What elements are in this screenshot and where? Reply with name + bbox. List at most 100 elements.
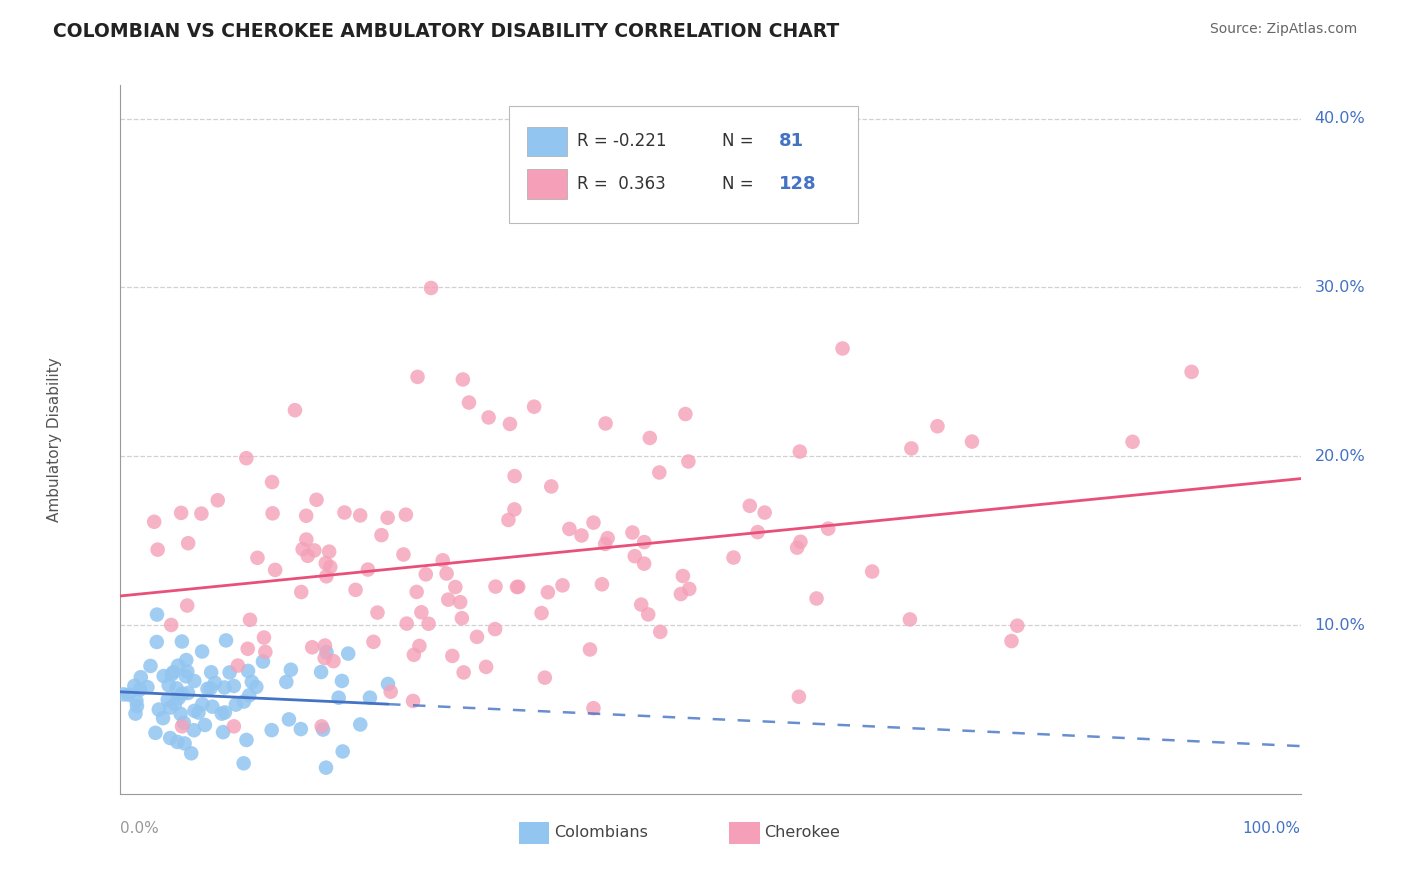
Point	[344, 582, 367, 597]
Point	[290, 722, 312, 736]
Text: 81: 81	[779, 133, 804, 151]
Point	[380, 684, 402, 698]
Text: N =: N =	[721, 133, 754, 151]
Point	[1000, 634, 1022, 648]
Point	[571, 528, 593, 542]
Point	[170, 719, 193, 733]
Point	[194, 718, 217, 732]
Point	[215, 633, 238, 648]
Point	[315, 556, 337, 570]
Point	[817, 522, 839, 536]
Point	[311, 719, 333, 733]
Point	[669, 587, 692, 601]
Point	[449, 595, 471, 609]
Point	[503, 502, 526, 516]
Point	[506, 580, 529, 594]
Point	[239, 613, 262, 627]
Text: 128: 128	[779, 175, 815, 193]
Point	[152, 669, 174, 683]
Point	[176, 665, 198, 679]
Point	[633, 557, 655, 571]
Point	[582, 701, 605, 715]
Point	[593, 537, 616, 551]
Point	[478, 410, 501, 425]
Point	[124, 679, 146, 693]
Point	[162, 665, 184, 680]
Point	[172, 687, 194, 701]
Point	[152, 711, 174, 725]
Point	[235, 451, 257, 466]
Point	[411, 605, 433, 619]
Point	[738, 499, 761, 513]
Point	[484, 622, 506, 636]
Point	[437, 592, 460, 607]
Point	[225, 698, 247, 712]
Point	[174, 669, 197, 683]
Point	[508, 580, 530, 594]
Point	[284, 403, 307, 417]
Point	[630, 598, 652, 612]
Point	[235, 733, 257, 747]
Point	[673, 407, 696, 421]
Text: 20.0%: 20.0%	[1315, 449, 1365, 464]
Point	[253, 631, 276, 645]
Point	[960, 434, 983, 449]
Point	[503, 469, 526, 483]
Point	[295, 533, 318, 547]
Point	[145, 635, 167, 649]
Point	[197, 681, 219, 696]
Point	[465, 630, 488, 644]
FancyBboxPatch shape	[509, 106, 858, 223]
Point	[436, 566, 458, 581]
Text: 0.0%: 0.0%	[120, 821, 159, 836]
Text: 30.0%: 30.0%	[1315, 280, 1365, 295]
Point	[180, 747, 202, 761]
Point	[349, 508, 371, 523]
Point	[405, 585, 427, 599]
Text: Source: ZipAtlas.com: Source: ZipAtlas.com	[1209, 22, 1357, 37]
Point	[831, 342, 853, 356]
Point	[160, 667, 183, 681]
Point	[143, 515, 166, 529]
Point	[648, 466, 671, 480]
Point	[222, 679, 245, 693]
Point	[214, 706, 236, 720]
Point	[499, 417, 522, 431]
Point	[125, 699, 148, 714]
Point	[395, 616, 418, 631]
Point	[166, 681, 188, 696]
Point	[475, 660, 498, 674]
Point	[330, 673, 353, 688]
Point	[146, 542, 169, 557]
Point	[240, 674, 263, 689]
Point	[789, 444, 811, 458]
Point	[530, 606, 553, 620]
Point	[314, 651, 336, 665]
Point	[900, 442, 922, 456]
Point	[218, 665, 240, 680]
Point	[129, 682, 152, 697]
Point	[297, 549, 319, 563]
Point	[450, 611, 472, 625]
Point	[166, 735, 188, 749]
Point	[262, 475, 284, 489]
Point	[245, 680, 267, 694]
Point	[190, 507, 212, 521]
Point	[498, 513, 520, 527]
Point	[211, 706, 233, 721]
Point	[415, 567, 437, 582]
Point	[233, 695, 256, 709]
Text: N =: N =	[721, 175, 754, 193]
Point	[170, 506, 193, 520]
Point	[191, 644, 214, 658]
Point	[124, 706, 146, 721]
Point	[145, 726, 167, 740]
Point	[596, 531, 619, 545]
Point	[806, 591, 828, 606]
Point	[183, 723, 205, 738]
Point	[183, 704, 205, 718]
Point	[159, 700, 181, 714]
Point	[898, 612, 921, 626]
Point	[754, 506, 776, 520]
Point	[214, 681, 236, 695]
